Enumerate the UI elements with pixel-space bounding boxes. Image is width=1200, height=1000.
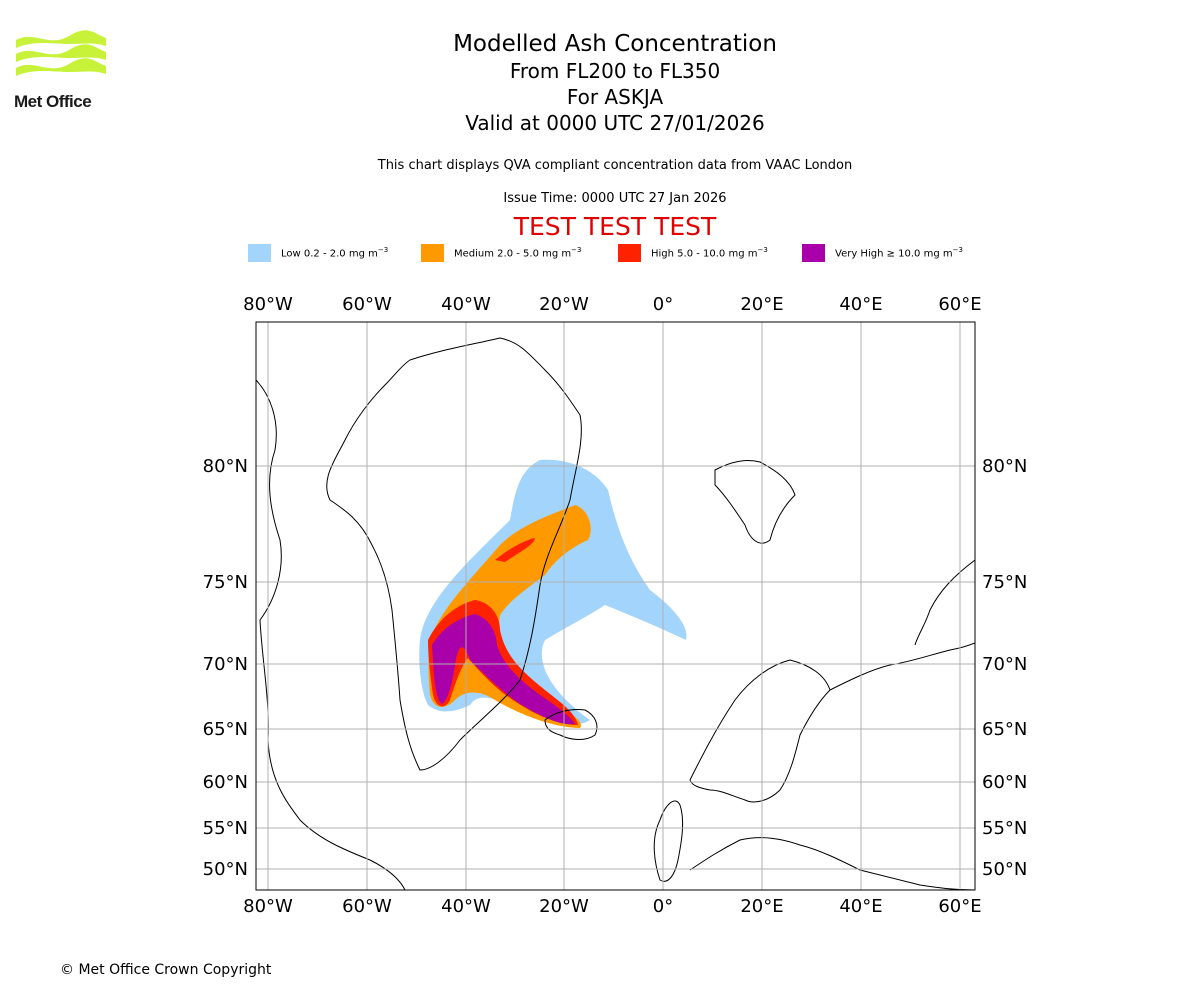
- ash-area-medium: [428, 505, 591, 728]
- legend-label-medium: Medium 2.0 - 5.0 mg m: [454, 248, 572, 260]
- title-line-4: Valid at 0000 UTC 27/01/2026: [465, 111, 765, 135]
- iceland-coast: [544, 709, 598, 740]
- british-isles-coast: [653, 800, 684, 882]
- legend-unit-exp: −3: [377, 246, 389, 255]
- legend: Low 0.2 - 2.0 mg m−3 Medium 2.0 - 5.0 mg…: [0, 244, 1200, 264]
- canada-coast: [256, 379, 406, 890]
- issue-time: Issue Time: 0000 UTC 27 Jan 2026: [503, 191, 727, 206]
- russia-coast: [829, 642, 975, 691]
- scandinavia-coast: [689, 659, 831, 803]
- met-office-waves-icon: [16, 30, 106, 76]
- longitude-labels-bottom: 80°W 60°W 40°W 20°W 0° 20°E 40°E 60°E: [243, 896, 981, 917]
- latitude-labels-right: 80°N 75°N 70°N 65°N 60°N 55°N 50°N: [982, 456, 1027, 880]
- lat-label-left: 55°N: [203, 818, 248, 839]
- svalbard-coast: [714, 459, 796, 544]
- legend-swatch-medium: [421, 244, 444, 262]
- copyright: © Met Office Crown Copyright: [60, 962, 272, 978]
- map-frame: [255, 321, 976, 891]
- subtitle: This chart displays QVA compliant concen…: [377, 158, 853, 173]
- lon-label-bottom: 40°W: [441, 896, 491, 917]
- legend-item-medium: Medium 2.0 - 5.0 mg m−3: [421, 244, 581, 262]
- legend-label-high: High 5.0 - 10.0 mg m: [651, 248, 758, 260]
- legend-swatch-very-high: [802, 244, 825, 262]
- legend-swatch-low: [248, 244, 271, 262]
- legend-label-very-high: Very High ≥ 10.0 mg m: [835, 248, 953, 260]
- title-line-1: Modelled Ash Concentration: [453, 31, 777, 57]
- lat-label-right: 80°N: [982, 456, 1027, 477]
- lon-label-top: 60°W: [342, 294, 392, 315]
- lon-label-top: 40°W: [441, 294, 491, 315]
- lat-label-left: 75°N: [203, 572, 248, 593]
- longitude-labels-top: 80°W 60°W 40°W 20°W 0° 20°E 40°E 60°E: [243, 294, 981, 315]
- europe-coast: [689, 837, 975, 890]
- lon-label-bottom: 60°E: [938, 896, 981, 917]
- map-content: [256, 322, 975, 890]
- lat-label-left: 60°N: [203, 772, 248, 793]
- legend-item-low: Low 0.2 - 2.0 mg m−3: [248, 244, 388, 262]
- test-banner: TEST TEST TEST: [513, 212, 717, 241]
- met-office-logo: [14, 30, 108, 88]
- lon-label-bottom: 60°W: [342, 896, 392, 917]
- lon-label-top: 0°: [653, 294, 673, 315]
- lon-label-top: 80°W: [243, 294, 293, 315]
- lat-label-right: 65°N: [982, 719, 1027, 740]
- graticule: [256, 322, 975, 890]
- title-line-3: For ASKJA: [566, 85, 664, 109]
- lon-label-bottom: 0°: [653, 896, 673, 917]
- novaya-zemlya-coast: [914, 559, 975, 646]
- lon-label-bottom: 20°E: [740, 896, 783, 917]
- lat-label-left: 65°N: [203, 719, 248, 740]
- lon-label-bottom: 20°W: [539, 896, 589, 917]
- lon-label-top: 20°E: [740, 294, 783, 315]
- coastlines: [256, 337, 975, 890]
- lat-label-left: 70°N: [203, 654, 248, 675]
- met-office-logo-text: Met Office: [14, 92, 92, 111]
- lat-label-right: 55°N: [982, 818, 1027, 839]
- title-line-2: From FL200 to FL350: [509, 59, 721, 83]
- lat-label-left: 50°N: [203, 859, 248, 880]
- greenland-coast: [326, 337, 582, 771]
- ash-area-very-high: [432, 614, 575, 725]
- lon-label-bottom: 40°E: [839, 896, 882, 917]
- lon-label-top: 20°W: [539, 294, 589, 315]
- legend-item-very-high: Very High ≥ 10.0 mg m−3: [802, 244, 963, 262]
- legend-unit-exp: −3: [757, 246, 768, 255]
- legend-unit-exp: −3: [952, 246, 963, 255]
- lat-label-right: 50°N: [982, 859, 1027, 880]
- lon-label-top: 40°E: [839, 294, 882, 315]
- lon-label-top: 60°E: [938, 294, 981, 315]
- legend-unit-exp: −3: [571, 246, 582, 255]
- chart-title: Modelled Ash Concentration From FL200 to…: [315, 30, 915, 136]
- lat-label-right: 60°N: [982, 772, 1027, 793]
- lat-label-right: 70°N: [982, 654, 1027, 675]
- lat-label-left: 80°N: [203, 456, 248, 477]
- latitude-labels-left: 80°N 75°N 70°N 65°N 60°N 55°N 50°N: [203, 456, 248, 880]
- lon-label-bottom: 80°W: [243, 896, 293, 917]
- legend-swatch-high: [618, 244, 641, 262]
- lat-label-right: 75°N: [982, 572, 1027, 593]
- legend-item-high: High 5.0 - 10.0 mg m−3: [618, 244, 768, 262]
- ash-area-high-streak: [495, 538, 535, 562]
- legend-label-low: Low 0.2 - 2.0 mg m: [281, 248, 378, 260]
